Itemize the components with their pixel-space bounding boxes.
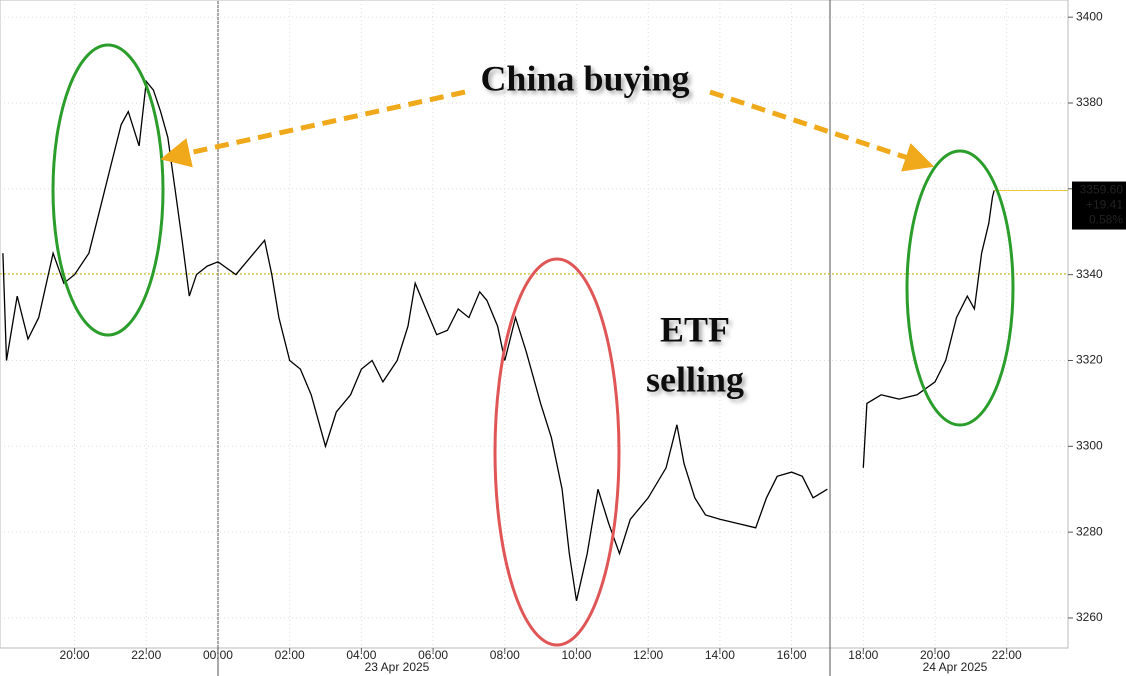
change-pct-label: 0.58% — [1089, 213, 1123, 227]
x-tick-label: 20:00 — [920, 648, 950, 662]
x-tick-label: 18:00 — [848, 648, 878, 662]
highlight-ellipse — [493, 257, 621, 647]
x-tick-label: 16:00 — [777, 648, 807, 662]
x-tick-label: 20:00 — [60, 648, 90, 662]
arrow — [709, 89, 935, 172]
price-box — [1072, 181, 1126, 230]
x-tick-label: 22:00 — [992, 648, 1022, 662]
x-tick-label: 12:00 — [633, 648, 663, 662]
plot-area — [0, 0, 1069, 649]
y-tick-label: 3340 — [1076, 267, 1103, 281]
y-tick-label: 3280 — [1076, 524, 1103, 538]
last-price-label: 3359.60 — [1080, 183, 1124, 197]
y-tick-label: 3320 — [1076, 353, 1103, 367]
date-label: 24 Apr 2025 — [923, 660, 988, 674]
x-tick-label: 08:00 — [490, 648, 520, 662]
annotation: ETF — [660, 309, 730, 349]
y-tick-label: 3260 — [1076, 610, 1103, 624]
highlight-ellipse — [51, 43, 165, 337]
annotation: selling — [646, 359, 744, 399]
x-tick-label: 06:00 — [418, 648, 448, 662]
date-label: 23 Apr 2025 — [365, 660, 430, 674]
x-tick-label: 00:00 — [203, 648, 233, 662]
y-tick-label: 3380 — [1076, 95, 1103, 109]
x-tick-label: 02:00 — [275, 648, 305, 662]
y-tick-label: 3400 — [1076, 9, 1103, 23]
price-line — [2, 79, 995, 601]
x-tick-label: 04:00 — [346, 648, 376, 662]
y-tick-label: 3300 — [1076, 438, 1103, 452]
annotation: China buying — [480, 58, 689, 98]
arrow — [160, 89, 466, 168]
x-tick-label: 14:00 — [705, 648, 735, 662]
change-label: +19.41 — [1086, 198, 1123, 212]
highlight-ellipse — [905, 149, 1015, 427]
x-tick-label: 22:00 — [131, 648, 161, 662]
x-tick-label: 10:00 — [561, 648, 591, 662]
